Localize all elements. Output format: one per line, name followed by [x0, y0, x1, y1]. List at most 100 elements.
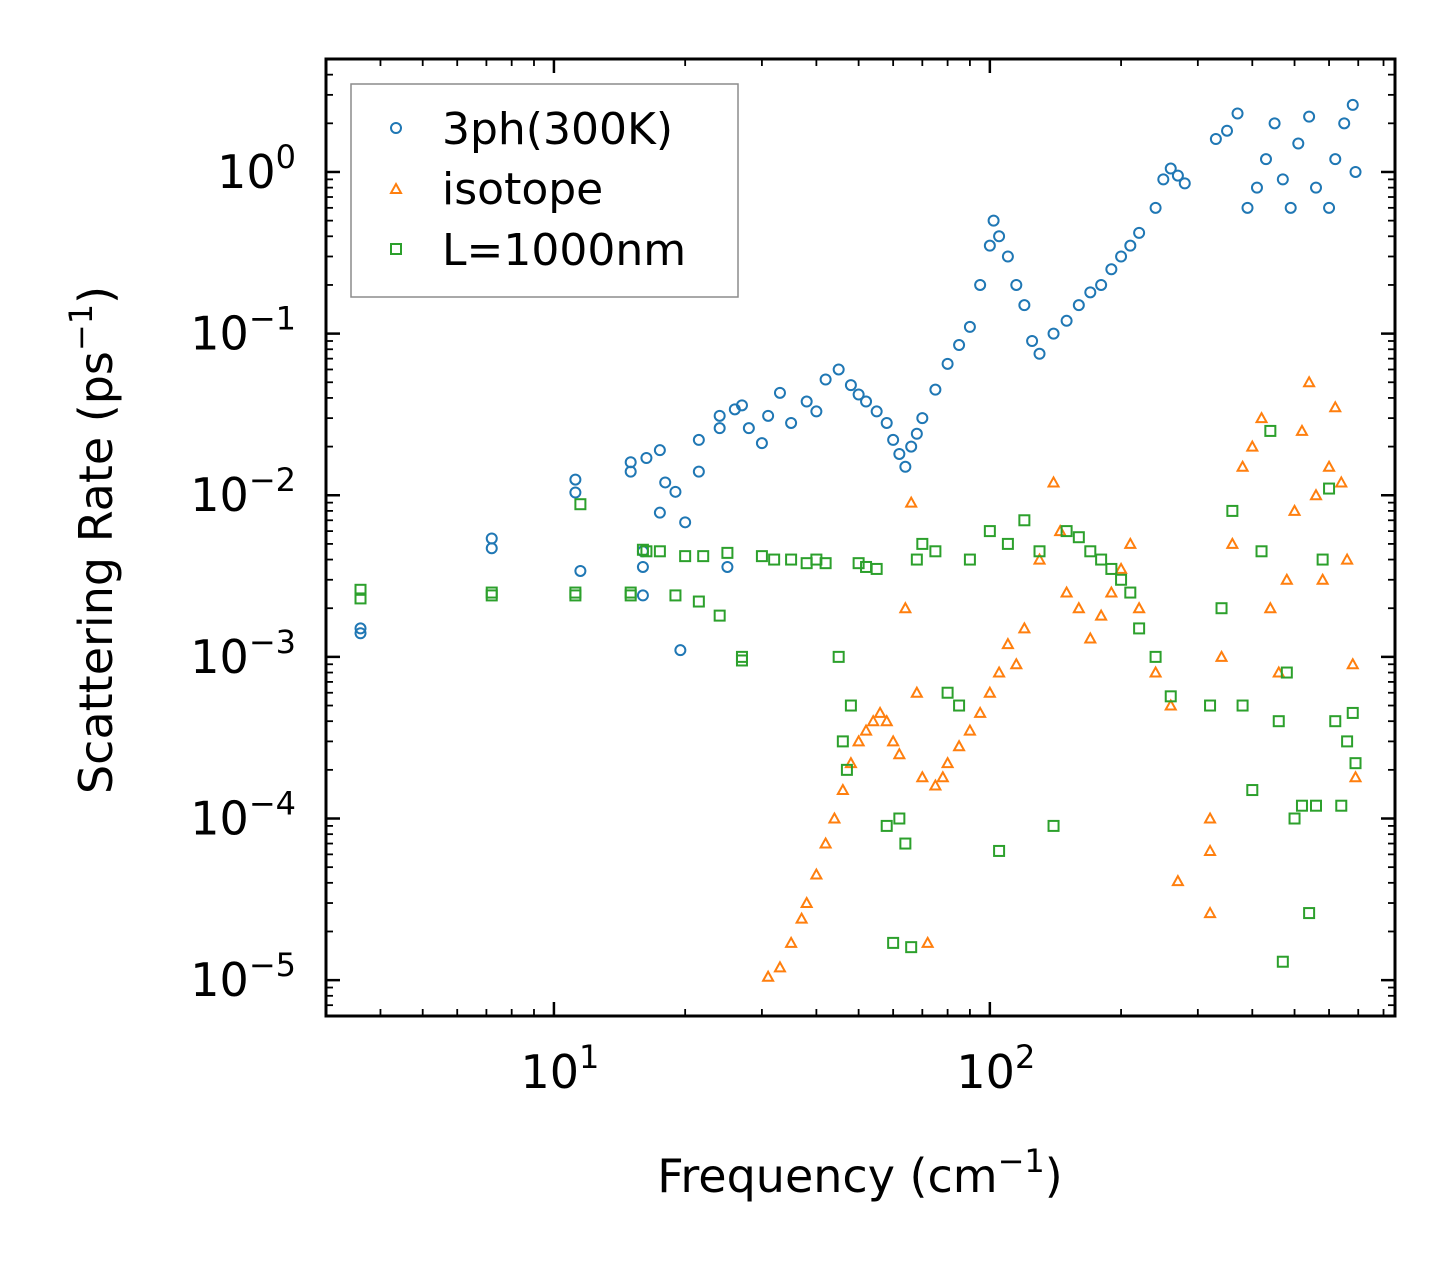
data-point [1104, 585, 1119, 598]
data-point [836, 735, 849, 748]
data-point [692, 433, 705, 446]
legend-box [350, 83, 739, 298]
data-point [1171, 169, 1184, 182]
data-point [1263, 601, 1278, 614]
y-tick-label: 10−4 [190, 785, 296, 846]
data-point [1105, 263, 1118, 276]
data-point [860, 395, 873, 408]
data-point [870, 562, 883, 575]
legend-marker-3ph [390, 122, 402, 134]
data-point [992, 665, 1006, 678]
data-point [832, 363, 845, 376]
data-point [721, 546, 734, 559]
data-point [916, 412, 929, 425]
data-point [1280, 572, 1294, 585]
data-point [844, 699, 857, 712]
data-point [910, 685, 924, 698]
data-point [809, 867, 824, 880]
data-point [929, 545, 942, 558]
data-point [1053, 524, 1067, 537]
data-point [1115, 573, 1128, 586]
data-point [983, 685, 997, 698]
data-point [1149, 650, 1162, 663]
data-point [679, 516, 692, 529]
data-point [1302, 375, 1316, 388]
data-point [1095, 553, 1108, 566]
data-point [898, 601, 913, 614]
data-point [785, 416, 798, 429]
data-point [636, 560, 649, 573]
data-point [1059, 585, 1074, 598]
data-point [1272, 715, 1285, 728]
data-point [1341, 735, 1354, 748]
data-point [762, 409, 775, 422]
data-point [1001, 537, 1014, 550]
data-point [784, 935, 798, 948]
data-point [936, 770, 950, 783]
data-point [904, 495, 918, 508]
data-point [1287, 503, 1302, 516]
data-point [1018, 514, 1031, 527]
data-point [1349, 165, 1362, 178]
data-point [354, 622, 367, 635]
data-point [832, 650, 845, 663]
data-point [1018, 299, 1031, 312]
data-point [692, 595, 705, 608]
data-point [1157, 173, 1170, 186]
data-point [1124, 239, 1137, 252]
data-point [827, 811, 842, 824]
data-point [1209, 132, 1222, 145]
data-point [1292, 137, 1305, 150]
data-point [569, 473, 582, 486]
data-point [794, 911, 809, 924]
data-point [1221, 124, 1234, 137]
data-point [1032, 552, 1047, 565]
data-point [1315, 572, 1330, 585]
data-point [1245, 439, 1259, 452]
data-point [1084, 286, 1097, 299]
data-point [640, 451, 653, 464]
data-point [653, 444, 666, 457]
data-point [899, 460, 912, 473]
data-point [953, 339, 966, 352]
data-point [1178, 177, 1191, 190]
data-point [973, 705, 987, 718]
data-point [893, 812, 906, 825]
data-point [987, 214, 1000, 227]
data-point [899, 837, 912, 850]
data-point [1348, 770, 1363, 783]
data-point [1203, 811, 1217, 824]
data-point [810, 405, 823, 418]
data-point [941, 686, 954, 699]
data-point [653, 506, 666, 519]
data-point [920, 935, 935, 948]
data-point [669, 485, 682, 498]
data-point [993, 844, 1006, 857]
y-tick-label: 100 [217, 138, 296, 199]
data-point [1323, 201, 1336, 214]
data-point [963, 723, 977, 736]
data-point [624, 465, 637, 478]
data-point [1236, 699, 1249, 712]
y-axis-label: Scattering Rate (ps−1) [62, 286, 123, 794]
data-point [1009, 657, 1024, 670]
data-point [1083, 631, 1098, 644]
data-point [624, 589, 637, 602]
data-point [713, 609, 726, 622]
data-point [735, 399, 748, 412]
data-point [574, 564, 587, 577]
data-point [1280, 666, 1293, 679]
legend-marker-isotope [389, 181, 403, 194]
data-point [1309, 799, 1322, 812]
data-point [1323, 482, 1336, 495]
data-point [1001, 250, 1014, 263]
y-tick-label: 10−3 [190, 623, 296, 684]
data-point [674, 644, 687, 657]
data-point [1148, 665, 1163, 678]
data-point [1309, 488, 1323, 501]
data-point [1047, 819, 1060, 832]
data-point [799, 895, 814, 909]
data-point [886, 734, 900, 747]
data-point [844, 379, 857, 392]
